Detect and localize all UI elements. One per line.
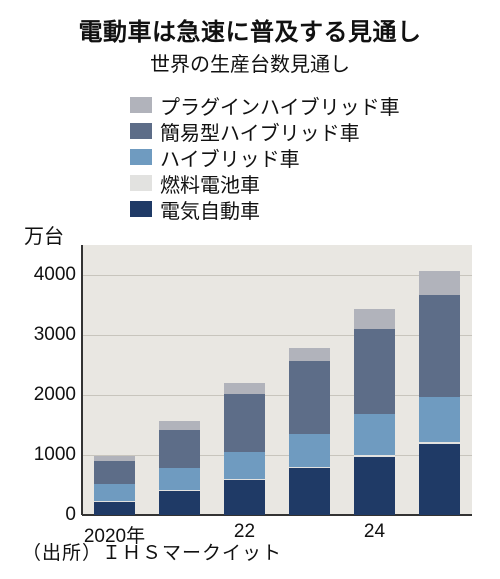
bar-segment-mhev (419, 295, 459, 397)
bar-segment-bev (224, 480, 264, 515)
gridline (82, 335, 472, 336)
gridline (82, 275, 472, 276)
legend-item: 燃料電池車 (130, 170, 400, 196)
bar-segment-hev (289, 434, 329, 466)
legend-label: 燃料電池車 (160, 169, 260, 198)
bar-segment-bev (94, 501, 134, 515)
gridline (82, 395, 472, 396)
legend-item: 簡易型ハイブリッド車 (130, 118, 400, 144)
y-tick-label: 4000 (34, 264, 76, 286)
bar-segment-fcev (419, 442, 459, 444)
legend-item: プラグインハイブリッド車 (130, 92, 400, 118)
y-tick-label: 2000 (34, 384, 76, 406)
bar-segment-mhev (94, 461, 134, 484)
bar-segment-bev (419, 444, 459, 515)
bar-segment-mhev (354, 329, 394, 414)
bar-segment-fcev (159, 490, 199, 491)
bar-segment-fcev (354, 455, 394, 457)
bar-segment-mhev (159, 430, 199, 468)
x-axis (82, 514, 472, 516)
bar-segment-bev (159, 491, 199, 515)
bar-segment-phev (354, 309, 394, 329)
bar-segment-hev (159, 468, 199, 490)
y-tick-label: 0 (65, 504, 76, 526)
legend-label: ハイブリッド車 (160, 143, 300, 172)
page: 電動車は急速に普及する見通し 世界の生産台数見通し プラグインハイブリッド車簡易… (0, 0, 500, 579)
bar-segment-fcev (224, 479, 264, 480)
bar-segment-phev (289, 348, 329, 361)
chart-subtitle: 世界の生産台数見通し (0, 48, 500, 77)
bar-segment-fcev (94, 501, 134, 502)
legend-item: 電気自動車 (130, 196, 400, 222)
x-tick-label: 24 (364, 521, 385, 543)
y-axis (81, 245, 83, 515)
legend-label: 電気自動車 (160, 195, 260, 224)
bar-segment-hev (419, 397, 459, 443)
legend-swatch (130, 149, 152, 165)
source-text: （出所）ＩＨＳマークイット (22, 538, 282, 565)
bar-segment-hev (224, 452, 264, 479)
legend-item: ハイブリッド車 (130, 144, 400, 170)
chart-title: 電動車は急速に普及する見通し (0, 12, 500, 47)
legend: プラグインハイブリッド車簡易型ハイブリッド車ハイブリッド車燃料電池車電気自動車 (130, 92, 400, 222)
y-tick-label: 1000 (34, 444, 76, 466)
plot-background (82, 245, 472, 515)
y-tick-label: 3000 (34, 324, 76, 346)
bar-segment-hev (94, 484, 134, 501)
legend-label: プラグインハイブリッド車 (160, 91, 400, 120)
bar-segment-mhev (224, 394, 264, 452)
bar-segment-bev (354, 457, 394, 515)
bar-segment-fcev (289, 467, 329, 469)
legend-label: 簡易型ハイブリッド車 (160, 117, 360, 146)
bar-segment-phev (224, 383, 264, 394)
gridline (82, 455, 472, 456)
bar-segment-phev (419, 271, 459, 295)
legend-swatch (130, 201, 152, 217)
legend-swatch (130, 123, 152, 139)
legend-swatch (130, 175, 152, 191)
stacked-bar-chart: 010002000300040002020年2224 (82, 245, 472, 515)
y-axis-unit: 万台 (24, 220, 64, 249)
legend-swatch (130, 97, 152, 113)
bar-segment-hev (354, 414, 394, 455)
bar-segment-bev (289, 468, 329, 515)
bar-segment-phev (94, 456, 134, 461)
bar-segment-phev (159, 421, 199, 430)
bar-segment-mhev (289, 361, 329, 434)
